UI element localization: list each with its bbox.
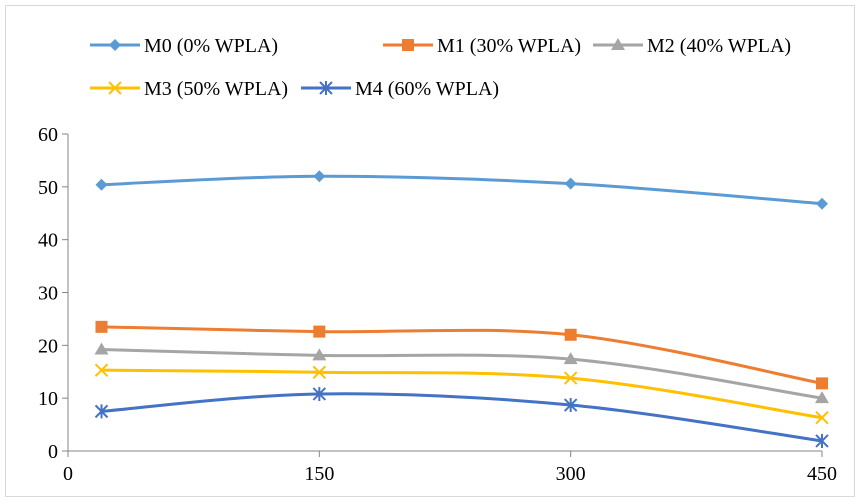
x-tick-label: 300 (556, 463, 586, 485)
series-0 (95, 170, 828, 210)
data-point-0-0 (95, 178, 108, 191)
data-point-1-0 (95, 320, 108, 333)
y-tick-label: 0 (48, 441, 58, 463)
legend-marker (611, 38, 625, 50)
data-point-2-1 (312, 348, 327, 361)
data-point-1-2 (564, 328, 577, 341)
series-1 (95, 320, 828, 390)
data-point-4-0 (94, 404, 109, 419)
data-point-3-1 (312, 365, 327, 379)
y-tick-label: 40 (38, 230, 58, 252)
chart-frame (5, 5, 855, 497)
data-point-0-1 (313, 170, 326, 183)
series-line-1 (101, 325, 823, 385)
series-2 (94, 342, 829, 404)
axes: 0 10 20 30 40 50 60 0 150 300 450 (38, 124, 837, 485)
data-point-1-1 (313, 325, 326, 338)
series-line-3 (101, 368, 823, 420)
data-point-3-0 (94, 363, 109, 377)
data-point-4-3 (815, 433, 829, 448)
y-tick-label: 60 (38, 124, 58, 146)
legend-label: M0 (0% WPLA) (144, 35, 278, 57)
data-point-0-3 (816, 197, 828, 210)
y-tick-label: 30 (38, 283, 58, 305)
series-line-0 (101, 174, 823, 206)
series-4 (94, 386, 829, 448)
legend-label: M2 (40% WPLA) (647, 35, 791, 57)
legend-marker (319, 81, 333, 95)
series-line-4 (101, 392, 823, 443)
y-tick-label: 50 (38, 177, 58, 199)
legend-marker (109, 39, 121, 51)
data-point-1-3 (816, 377, 828, 390)
data-point-3-2 (563, 371, 578, 385)
legend-marker (402, 39, 414, 51)
legend-item-4: M4 (60% WPLA) (301, 78, 499, 100)
series-3 (94, 363, 829, 425)
legend-label: M1 (30% WPLA) (437, 35, 581, 57)
legend-item-1: M1 (30% WPLA) (383, 35, 581, 57)
series-line-2 (101, 348, 823, 400)
legend-label: M3 (50% WPLA) (144, 78, 288, 100)
data-point-2-3 (815, 391, 829, 404)
legend-item-3: M3 (50% WPLA) (90, 78, 288, 100)
data-point-3-3 (815, 411, 829, 425)
x-tick-label: 0 (63, 463, 73, 485)
legend-item-2: M2 (40% WPLA) (593, 35, 791, 57)
x-tick-label: 150 (304, 463, 334, 485)
legend: M0 (0% WPLA) M1 (30% WPLA) M2 (40% WPLA) M3… (90, 35, 791, 100)
series-layer (94, 170, 829, 448)
y-tick-label: 10 (38, 388, 58, 410)
data-point-0-2 (564, 177, 577, 190)
legend-label: M4 (60% WPLA) (355, 78, 499, 100)
data-point-4-2 (563, 398, 578, 413)
legend-marker (108, 81, 122, 95)
data-point-2-2 (563, 352, 578, 365)
data-point-4-1 (312, 386, 327, 401)
data-point-2-0 (94, 342, 109, 355)
x-tick-label: 450 (807, 463, 837, 485)
legend-item-0: M0 (0% WPLA) (90, 35, 278, 57)
y-tick-label: 20 (38, 335, 58, 357)
